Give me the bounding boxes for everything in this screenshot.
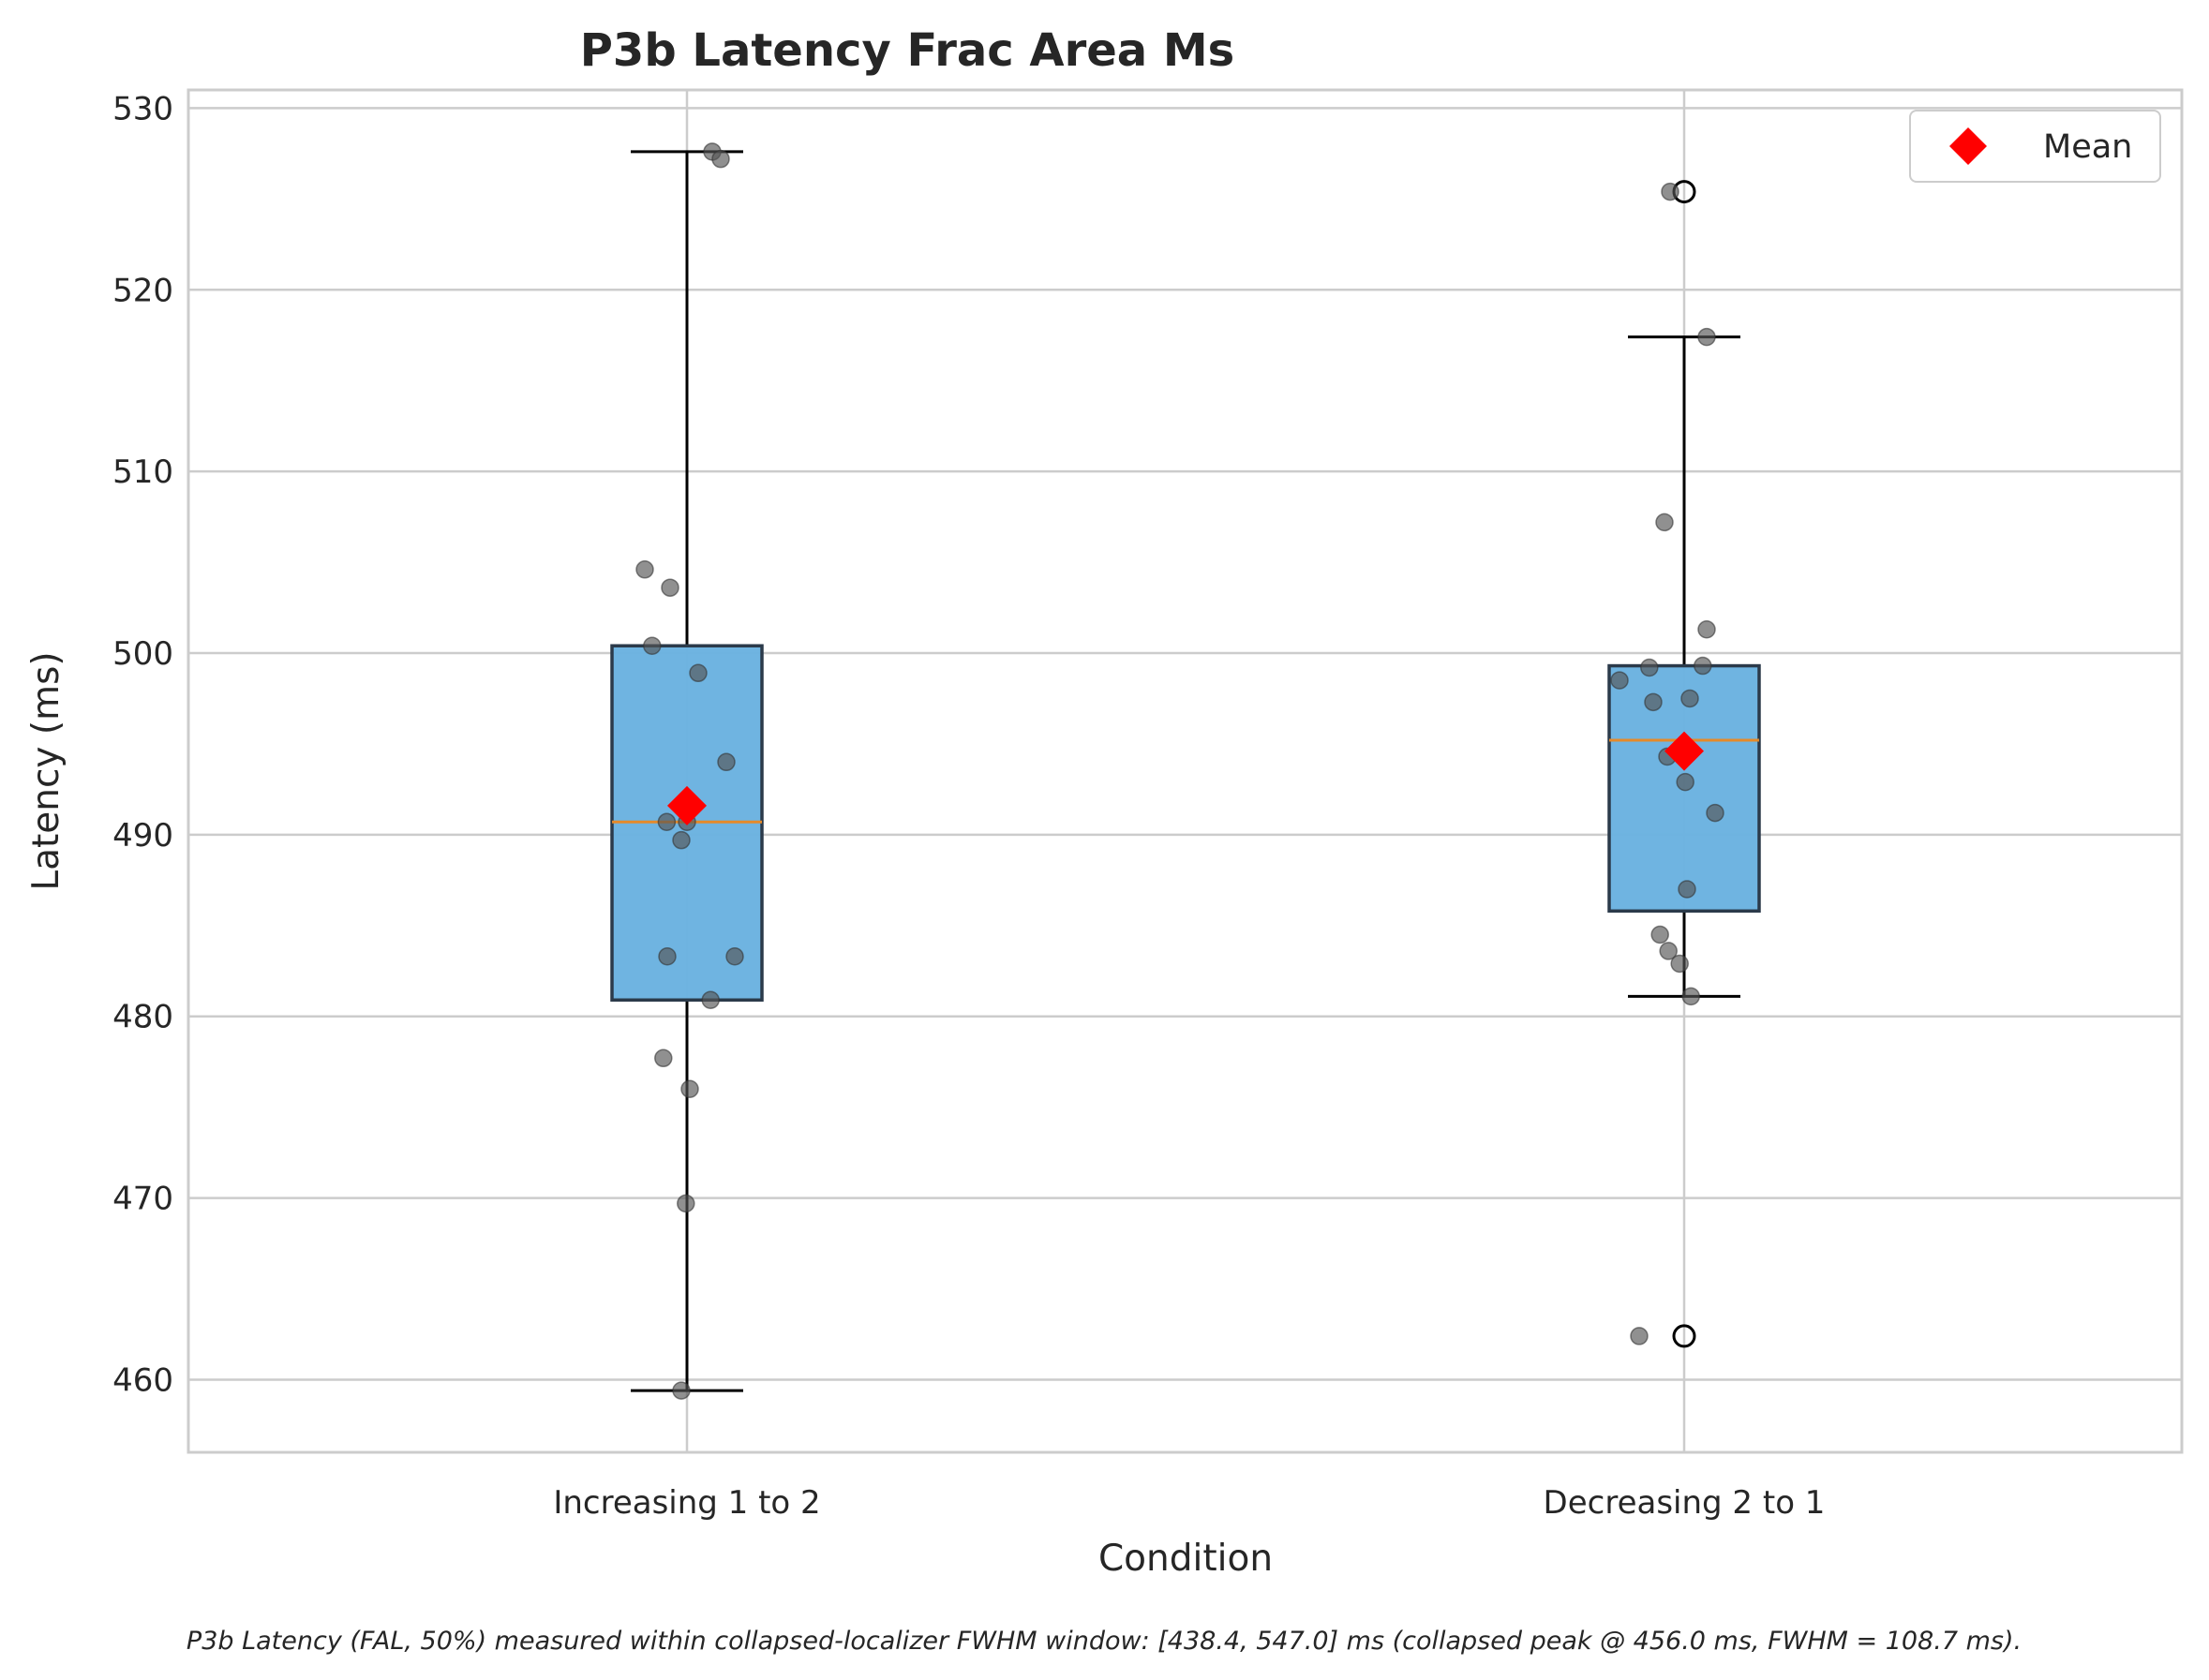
data-point [635,560,654,579]
data-point [677,1194,695,1213]
y-tick-label: 530 [112,90,173,127]
data-point [1644,692,1663,712]
legend-mean-label: Mean [2043,128,2132,166]
data-point [1680,689,1699,708]
points-layer [635,142,1724,1400]
data-point [689,663,708,683]
data-point [1670,954,1689,974]
data-point [1676,772,1694,792]
data-point [1681,987,1700,1006]
y-tick-label: 470 [112,1181,173,1218]
data-point [1640,658,1659,677]
y-axis-label: Latency (ms) [25,651,67,890]
mean-marker [1664,731,1704,771]
x-axis-label: Condition [1098,1538,1273,1580]
x-axis-ticks: Increasing 1 to 2 Decreasing 2 to 1 [553,1484,1825,1522]
y-tick-label: 520 [112,272,173,309]
data-point [725,946,744,966]
y-tick-label: 460 [112,1361,173,1399]
x-tick-label: Increasing 1 to 2 [553,1484,820,1522]
plot-area-frame [187,88,2184,1454]
chart-title: P3b Latency Frac Area Ms [580,24,1235,77]
data-point [661,578,679,597]
data-point [1610,671,1629,690]
data-point [1655,513,1674,532]
legend-box [1909,110,2161,183]
data-point [672,1381,691,1400]
data-point [1659,942,1678,960]
y-tick-label: 480 [112,999,173,1036]
data-point [1630,1327,1649,1345]
data-point [1661,182,1679,201]
data-point [672,830,691,850]
data-point [1706,803,1724,823]
means-layer [667,731,1704,825]
y-tick-label: 500 [112,635,173,673]
data-point [654,1048,673,1068]
outlier-marker [1672,1324,1696,1348]
data-point [657,812,677,832]
y-tick-label: 490 [112,817,173,855]
x-tick-label: Decreasing 2 to 1 [1544,1484,1826,1522]
data-point [1697,327,1716,347]
caption: P3b Latency (FAL, 50%) measured within c… [187,1627,2022,1656]
grid-lines [188,90,2182,1452]
y-tick-label: 510 [112,453,173,491]
data-point [680,1079,699,1099]
data-point [1650,925,1669,944]
data-point [717,752,736,772]
data-point [1694,656,1712,676]
mean-marker [667,785,707,825]
data-point [658,946,677,966]
data-point [711,149,730,169]
data-point [643,636,662,655]
legend: Mean [1909,110,2161,183]
boxes-layer [610,150,1761,1392]
data-point [1697,620,1716,639]
data-point [701,990,720,1010]
y-axis-ticks: 460 470 480 490 500 510 520 530 [112,90,173,1399]
legend-mean-marker [1949,127,1987,165]
data-point [1678,880,1696,899]
